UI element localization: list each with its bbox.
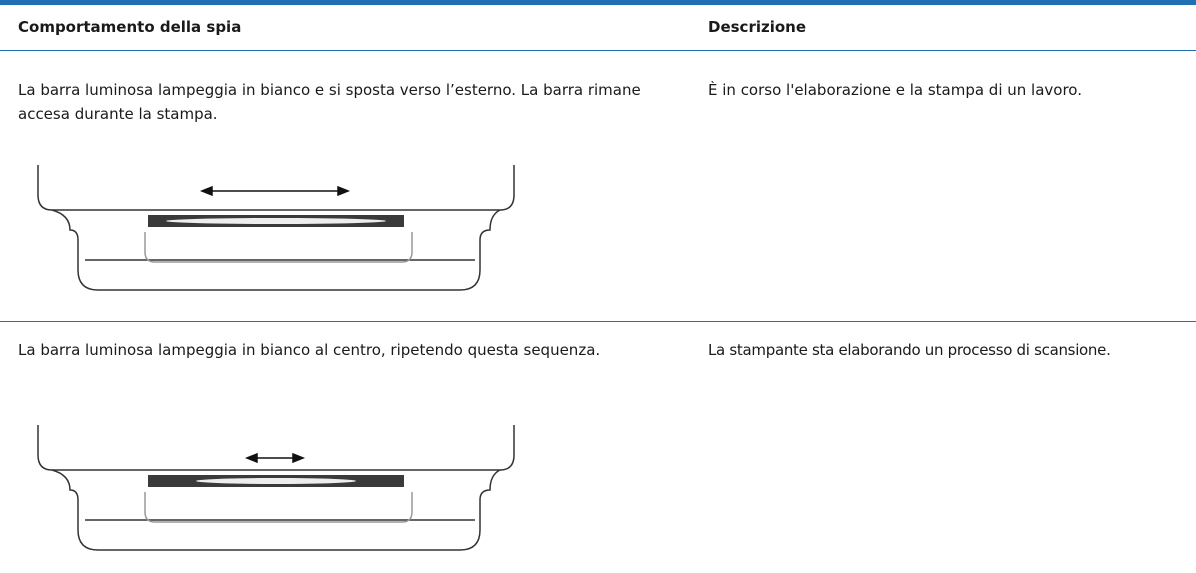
- printer-illustration: [37, 165, 515, 291]
- header-cell: Comportamento della spia: [18, 18, 242, 36]
- cell: È in corso l'elaborazione e la stampa di…: [708, 81, 1082, 99]
- printer-illustration: [37, 425, 515, 551]
- cell: La barra luminosa lampeggia in bianco e …: [18, 81, 641, 123]
- top-rule: [0, 0, 1196, 5]
- header-cell: Descrizione: [708, 18, 807, 36]
- row-rule: [0, 50, 1196, 51]
- cell: La stampante sta elaborando un processo …: [708, 341, 1111, 359]
- row-rule: [0, 321, 1196, 322]
- cell: La barra luminosa lampeggia in bianco al…: [18, 341, 601, 359]
